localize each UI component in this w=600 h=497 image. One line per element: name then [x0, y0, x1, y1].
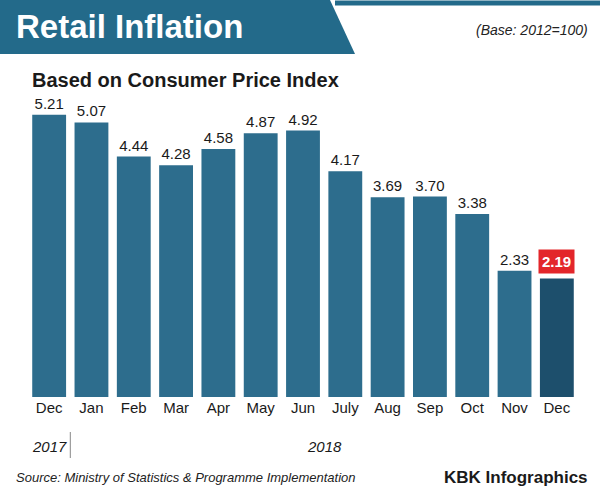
svg-text:4.92: 4.92	[288, 111, 317, 128]
svg-text:Based on Consumer Price Index: Based on Consumer Price Index	[32, 69, 339, 91]
svg-text:Aug: Aug	[374, 399, 401, 416]
svg-text:2.19: 2.19	[542, 253, 571, 270]
svg-text:KBK Infographics: KBK Infographics	[444, 468, 588, 487]
svg-text:3.38: 3.38	[458, 194, 487, 211]
svg-text:Jan: Jan	[79, 399, 103, 416]
svg-text:Mar: Mar	[163, 399, 189, 416]
svg-text:Apr: Apr	[207, 399, 230, 416]
svg-text:July: July	[332, 399, 359, 416]
svg-text:Feb: Feb	[121, 399, 147, 416]
svg-text:4.17: 4.17	[331, 151, 360, 168]
svg-text:2017: 2017	[32, 438, 67, 455]
svg-text:4.58: 4.58	[204, 129, 233, 146]
svg-text:4.28: 4.28	[161, 145, 190, 162]
svg-text:3.70: 3.70	[415, 177, 444, 194]
svg-text:5.07: 5.07	[77, 102, 106, 119]
svg-text:Retail Inflation: Retail Inflation	[16, 8, 243, 45]
svg-text:Jun: Jun	[291, 399, 315, 416]
svg-text:Sep: Sep	[417, 399, 444, 416]
svg-text:3.69: 3.69	[373, 177, 402, 194]
svg-text:Source: Ministry of Statistics: Source: Ministry of Statistics & Program…	[16, 470, 356, 485]
svg-text:Nov: Nov	[501, 399, 528, 416]
svg-text:4.44: 4.44	[119, 137, 148, 154]
svg-text:Dec: Dec	[544, 399, 571, 416]
svg-text:2018: 2018	[307, 438, 342, 455]
svg-text:5.21: 5.21	[35, 95, 64, 112]
svg-text:May: May	[247, 399, 276, 416]
svg-text:(Base: 2012=100): (Base: 2012=100)	[476, 22, 588, 38]
svg-text:4.87: 4.87	[246, 113, 275, 130]
svg-text:2.33: 2.33	[500, 251, 529, 268]
svg-text:Oct: Oct	[461, 399, 485, 416]
svg-text:Dec: Dec	[36, 399, 63, 416]
